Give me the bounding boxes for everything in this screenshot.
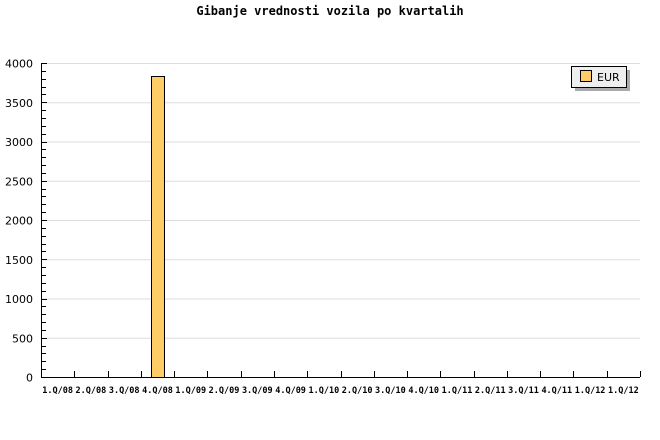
x-tick-label: 3.Q/09 — [242, 386, 273, 396]
bar — [151, 76, 165, 378]
chart-title: Gibanje vrednosti vozila po kvartalih — [196, 4, 464, 18]
x-tick-label: 1.Q/09 — [175, 386, 206, 396]
x-tick-label: 2.Q/08 — [76, 386, 107, 396]
legend-swatch — [580, 70, 592, 82]
x-tick-label: 4.Q/09 — [275, 386, 306, 396]
x-tick-label: 4.Q/11 — [541, 386, 572, 396]
x-tick-label: 1.Q/11 — [442, 386, 473, 396]
y-tick-label: 2000 — [5, 215, 33, 228]
x-tick-label: 2.Q/11 — [475, 386, 506, 396]
y-tick-label: 4000 — [5, 58, 33, 71]
y-tick-label: 500 — [12, 332, 33, 345]
x-tick-label: 3.Q/11 — [508, 386, 539, 396]
x-tick-label: 4.Q/10 — [408, 386, 439, 396]
y-tick-label: 3500 — [5, 97, 33, 110]
x-tick-label: 2.Q/09 — [209, 386, 240, 396]
y-tick-label: 0 — [26, 372, 33, 385]
x-tick-label: 3.Q/10 — [375, 386, 406, 396]
x-tick-label: 1.Q/08 — [42, 386, 73, 396]
y-tick-label: 3000 — [5, 136, 33, 149]
y-tick-label: 2500 — [5, 175, 33, 188]
x-tick-label: 1.Q/12 — [575, 386, 606, 396]
y-tick-label: 1500 — [5, 254, 33, 267]
legend-label: EUR — [597, 71, 620, 84]
x-tick-label: 1.Q/10 — [309, 386, 340, 396]
x-tick-label: 4.Q/08 — [142, 386, 173, 396]
x-tick-label: 3.Q/08 — [109, 386, 140, 396]
x-tick-label: 1.Q/12 — [608, 386, 639, 396]
y-tick-label: 1000 — [5, 293, 33, 306]
x-tick-label: 2.Q/10 — [342, 386, 373, 396]
